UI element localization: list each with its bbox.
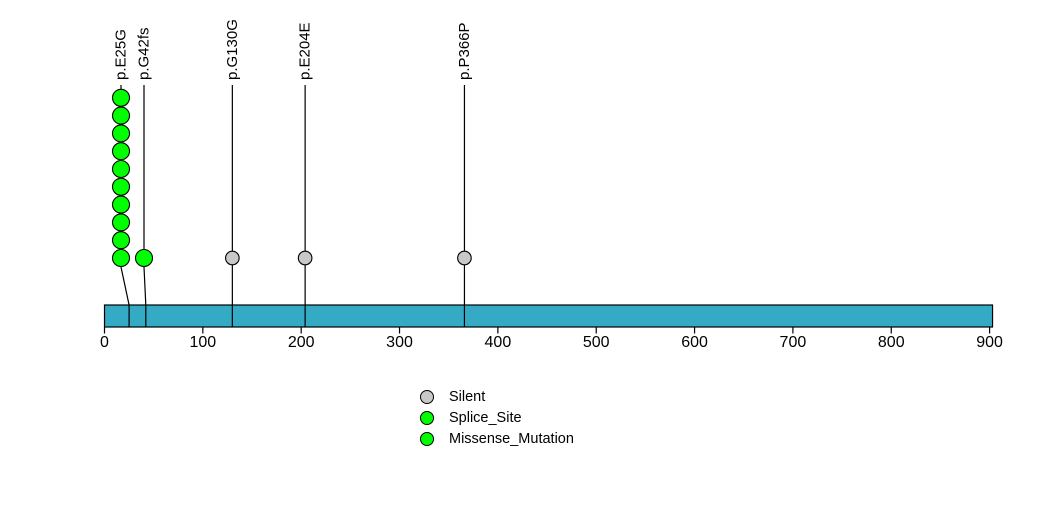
axis-tick-label: 900 (976, 334, 1003, 351)
mutation-label: p.E204E (297, 22, 314, 80)
legend-item-splice-site: Splice_Site (420, 407, 574, 428)
protein-bar (103, 304, 994, 328)
axis-tick-label: 700 (780, 334, 807, 351)
legend-item-silent: Silent (420, 386, 574, 407)
mutation-circle (111, 142, 131, 161)
mutation-circle (111, 231, 131, 250)
axis-tick-label: 400 (485, 334, 512, 351)
axis-tick-label: 200 (288, 334, 315, 351)
axis-tick-label: 800 (878, 334, 905, 351)
legend-label-missense-mutation: Missense_Mutation (449, 430, 574, 447)
mutation-circle (111, 106, 131, 125)
mutation-line (143, 85, 147, 327)
legend-label-silent: Silent (449, 388, 486, 405)
mutation-circle (111, 177, 131, 196)
axis-tick-label: 600 (681, 334, 708, 351)
mutation-label: p.E25G (113, 29, 130, 80)
axis-tick-label: 0 (100, 334, 109, 351)
mutation-circle (134, 248, 154, 268)
mutation-circle (457, 250, 472, 266)
mutation-circle (111, 248, 131, 268)
mutation-circle (111, 213, 131, 232)
mutation-circle (111, 124, 131, 143)
axis-tick-label: 500 (583, 334, 610, 351)
mutation-label: p.P366P (456, 22, 473, 80)
legend-label-splice-site: Splice_Site (449, 409, 522, 426)
legend-circle-silent-icon (420, 389, 434, 404)
mutation-circle (224, 250, 240, 266)
mutation-label: p.G130G (224, 19, 241, 80)
legend-circle-missense-mutation-icon (420, 431, 434, 446)
mutation-circle (111, 195, 131, 214)
legend-circle-splice-site-icon (420, 410, 434, 425)
legend: Silent Splice_Site Missense_Mutation (420, 386, 574, 449)
mutation-label: p.G42fs (136, 27, 153, 80)
legend-item-missense-mutation: Missense_Mutation (420, 428, 574, 449)
axis-tick-label: 100 (189, 334, 216, 351)
axis-tick-label: 300 (386, 334, 413, 351)
mutation-circle (111, 88, 131, 107)
mutation-circle (297, 250, 313, 266)
mutation-circle (111, 159, 131, 179)
